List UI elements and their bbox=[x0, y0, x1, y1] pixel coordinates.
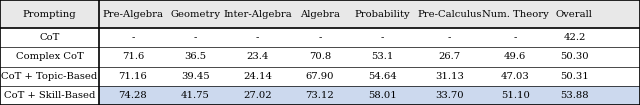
Text: 51.10: 51.10 bbox=[500, 91, 530, 100]
Text: Inter-Algebra: Inter-Algebra bbox=[223, 10, 292, 19]
Text: 73.12: 73.12 bbox=[306, 91, 334, 100]
Text: 36.5: 36.5 bbox=[184, 52, 206, 61]
Text: 23.4: 23.4 bbox=[246, 52, 269, 61]
Text: -: - bbox=[193, 33, 197, 42]
Text: 74.28: 74.28 bbox=[118, 91, 147, 100]
Text: 27.02: 27.02 bbox=[243, 91, 272, 100]
Bar bbox=[0, 0, 640, 28]
Text: Complex CoT: Complex CoT bbox=[16, 52, 83, 61]
Text: 49.6: 49.6 bbox=[504, 52, 526, 61]
Text: Overall: Overall bbox=[556, 10, 593, 19]
Text: 54.64: 54.64 bbox=[368, 72, 397, 81]
Bar bbox=[99, 86, 640, 105]
Text: 58.01: 58.01 bbox=[368, 91, 397, 100]
Text: Algebra: Algebra bbox=[300, 10, 340, 19]
Text: 41.75: 41.75 bbox=[180, 91, 210, 100]
Text: 71.6: 71.6 bbox=[122, 52, 144, 61]
Text: 50.30: 50.30 bbox=[560, 52, 589, 61]
Text: 70.8: 70.8 bbox=[309, 52, 331, 61]
Text: -: - bbox=[513, 33, 517, 42]
Text: CoT + Topic-Based: CoT + Topic-Based bbox=[1, 72, 98, 81]
Text: 53.1: 53.1 bbox=[371, 52, 394, 61]
Text: 71.16: 71.16 bbox=[118, 72, 147, 81]
Text: -: - bbox=[318, 33, 322, 42]
Text: -: - bbox=[131, 33, 134, 42]
Text: 24.14: 24.14 bbox=[243, 72, 272, 81]
Text: 42.2: 42.2 bbox=[563, 33, 586, 42]
Text: -: - bbox=[381, 33, 384, 42]
Text: Prompting: Prompting bbox=[23, 10, 76, 19]
Text: Geometry: Geometry bbox=[170, 10, 220, 19]
Text: CoT: CoT bbox=[40, 33, 60, 42]
Text: -: - bbox=[256, 33, 259, 42]
Text: Num. Theory: Num. Theory bbox=[482, 10, 548, 19]
Text: 33.70: 33.70 bbox=[435, 91, 464, 100]
Text: Pre-Algebra: Pre-Algebra bbox=[102, 10, 163, 19]
Text: 67.90: 67.90 bbox=[306, 72, 334, 81]
Text: Probability: Probability bbox=[355, 10, 410, 19]
Text: Pre-Calculus: Pre-Calculus bbox=[417, 10, 482, 19]
Text: 50.31: 50.31 bbox=[560, 72, 589, 81]
Text: 31.13: 31.13 bbox=[435, 72, 464, 81]
Text: 53.88: 53.88 bbox=[560, 91, 589, 100]
Text: -: - bbox=[448, 33, 451, 42]
Text: 47.03: 47.03 bbox=[501, 72, 529, 81]
Text: 39.45: 39.45 bbox=[181, 72, 209, 81]
Text: 26.7: 26.7 bbox=[438, 52, 461, 61]
Text: CoT + Skill-Based: CoT + Skill-Based bbox=[4, 91, 95, 100]
